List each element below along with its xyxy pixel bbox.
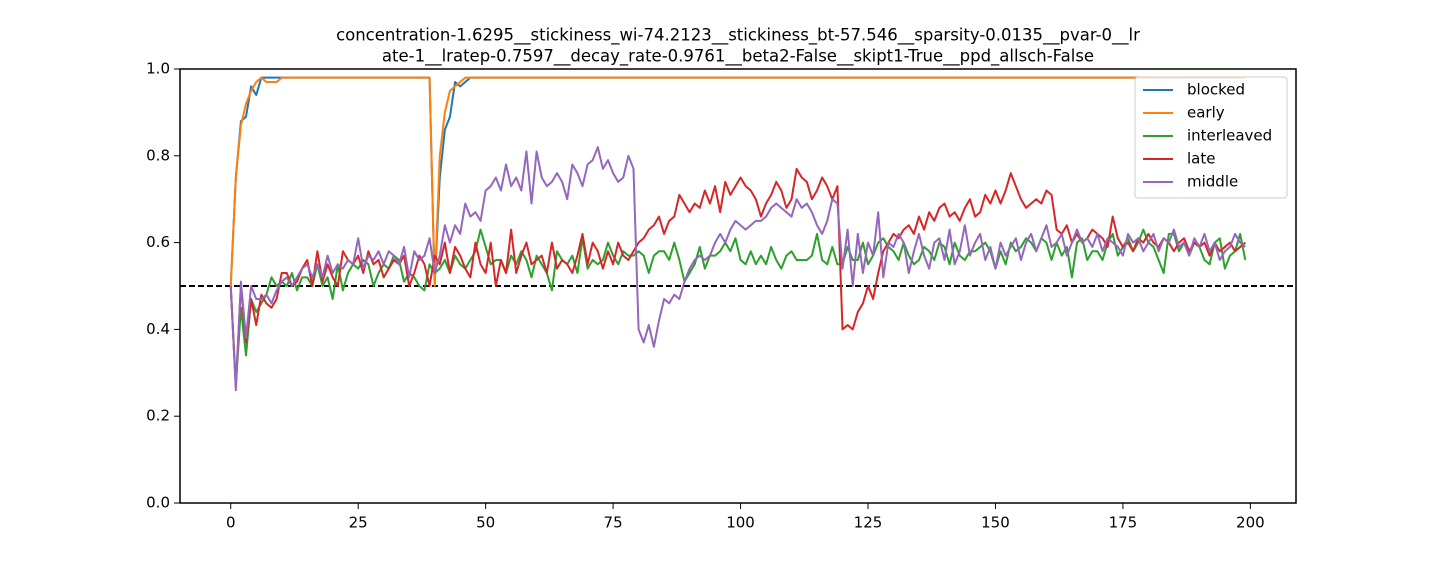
series-line: [229, 167, 1246, 387]
y-tick-label: 0.8: [146, 146, 170, 164]
chart-title: ate-1__lratep-0.7597__decay_rate-0.9761_…: [382, 47, 1094, 67]
legend-label: interleaved: [1187, 127, 1272, 145]
x-tick-label: 100: [726, 514, 755, 532]
x-tick-label: 150: [981, 514, 1010, 532]
y-tick-label: 0.6: [146, 233, 170, 251]
y-tick-label: 1.0: [146, 60, 170, 78]
x-tick-label: 175: [1109, 514, 1138, 532]
x-tick-label: 0: [226, 514, 236, 532]
plot-frame: [179, 68, 1297, 504]
legend: blocked early interleaved late middle: [1134, 76, 1288, 199]
series-line: [229, 146, 1246, 392]
y-tick-label: 0.0: [146, 494, 170, 512]
legend-label: early: [1187, 104, 1225, 122]
x-tick-label: 50: [476, 514, 495, 532]
x-tick-label: 75: [604, 514, 623, 532]
x-tick-label: 125: [854, 514, 883, 532]
x-tick-label: 25: [349, 514, 368, 532]
series-line: [229, 76, 1246, 287]
series-line: [229, 228, 1247, 387]
legend-box: [1134, 76, 1288, 199]
y-tick-label: 0.4: [146, 320, 170, 338]
chart-title: concentration-1.6295__stickiness_wi-74.2…: [336, 26, 1140, 46]
legend-label: late: [1187, 150, 1215, 168]
y-tick-label: 0.2: [146, 407, 170, 425]
legend-label: middle: [1187, 173, 1238, 191]
legend-label: blocked: [1187, 81, 1245, 99]
x-tick-label: 200: [1236, 514, 1265, 532]
